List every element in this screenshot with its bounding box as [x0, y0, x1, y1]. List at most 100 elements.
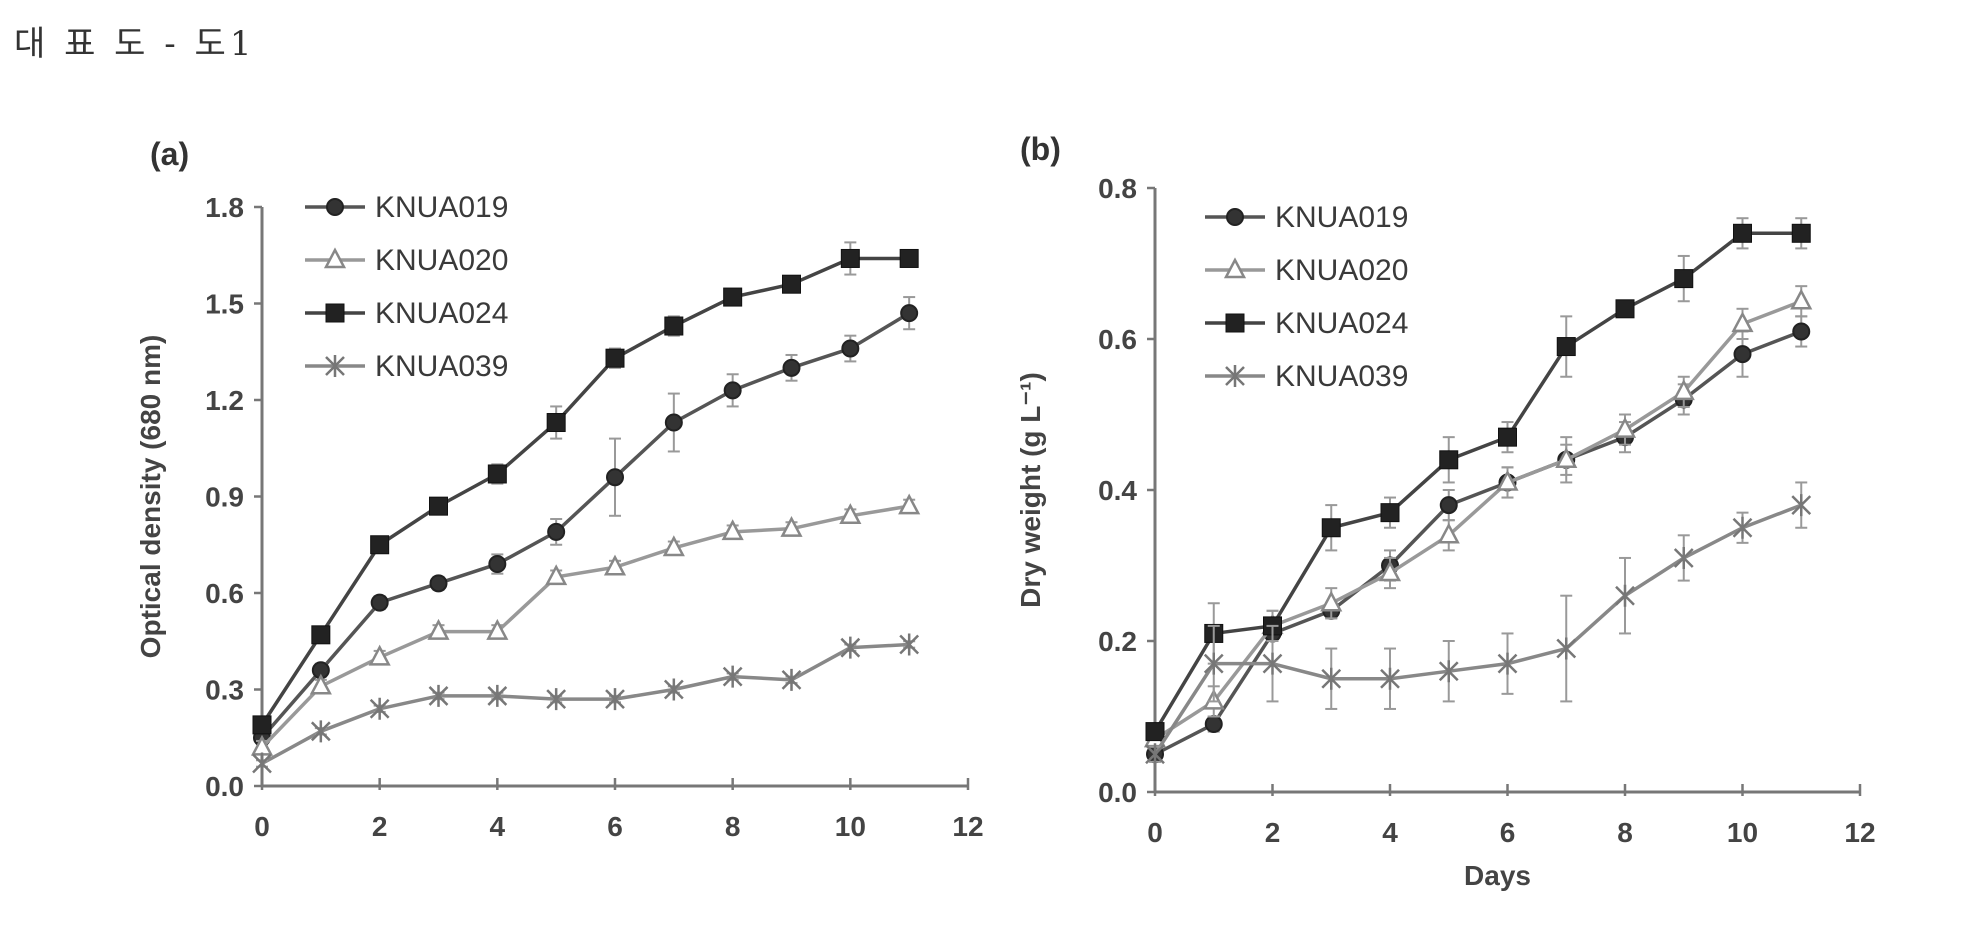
- data-point: [547, 414, 565, 432]
- data-point: [1322, 519, 1340, 537]
- y-axis-label-a: Optical density (680 nm): [135, 335, 166, 659]
- panel-label-a: (a): [150, 136, 189, 172]
- x-tick-label: 0: [254, 811, 270, 842]
- data-point: [430, 497, 448, 515]
- y-tick-label: 0.4: [1098, 475, 1137, 506]
- series-KNUA024: [253, 242, 918, 734]
- series-line: [262, 644, 909, 763]
- data-point: [901, 305, 917, 321]
- data-point: [1734, 224, 1752, 242]
- data-point: [1441, 497, 1457, 513]
- series-KNUA039: [1146, 482, 1810, 765]
- y-tick-label: 0.2: [1098, 626, 1137, 657]
- y-tick-label: 0.6: [205, 578, 244, 609]
- x-tick-label: 8: [725, 811, 741, 842]
- legend-a: KNUA019KNUA020KNUA024KNUA039: [305, 191, 508, 383]
- x-tick-label: 2: [372, 811, 388, 842]
- x-tick-label: 6: [1500, 817, 1516, 848]
- data-point: [1734, 517, 1752, 539]
- y-axis-label-b: Dry weight (g L⁻¹): [1015, 372, 1046, 608]
- data-point: [607, 469, 623, 485]
- x-tick-label: 10: [835, 811, 866, 842]
- data-point: [1675, 270, 1693, 288]
- legend-marker: [1227, 209, 1243, 225]
- data-point: [253, 752, 271, 774]
- data-point: [548, 524, 564, 540]
- data-point: [431, 575, 447, 591]
- data-point: [783, 275, 801, 293]
- data-point: [1735, 346, 1751, 362]
- y-tick-label: 1.8: [205, 192, 244, 223]
- x-tick-label: 2: [1265, 817, 1281, 848]
- y-tick-label: 0.9: [205, 482, 244, 513]
- legend-marker: [327, 199, 343, 215]
- chart-panel-b: (b)0.00.20.40.60.8024681012Dry weight (g…: [1015, 131, 1876, 891]
- data-point: [1616, 420, 1634, 437]
- data-point: [312, 720, 330, 742]
- data-point: [1793, 323, 1809, 339]
- data-point: [606, 349, 624, 367]
- chart-panel-a: (a) 0.0 0.3 0.6 0.9 1.2 1.5 1.8 0 2 4 6 8 10 12 Optical…: [135, 136, 984, 842]
- series-KNUA039: [253, 633, 918, 774]
- data-point: [841, 249, 859, 267]
- data-point: [1616, 300, 1634, 318]
- y-tick-label: 1.2: [205, 385, 244, 416]
- data-point: [312, 626, 330, 644]
- x-tick-label: 4: [490, 811, 506, 842]
- series-line: [1155, 331, 1801, 754]
- y-tick-label: 0.8: [1098, 173, 1137, 204]
- data-point: [724, 288, 742, 306]
- legend-label: KNUA024: [1275, 307, 1408, 340]
- y-tick-label: 0.6: [1098, 324, 1137, 355]
- data-point: [1381, 504, 1399, 522]
- data-point: [1206, 716, 1222, 732]
- legend-marker: [1226, 314, 1244, 332]
- x-tick-label: 10: [1727, 817, 1758, 848]
- y-tick-label: 0.0: [205, 771, 244, 802]
- x-tick-label: 8: [1617, 817, 1633, 848]
- data-point: [842, 341, 858, 357]
- x-tick-label: 6: [607, 811, 623, 842]
- data-point: [1499, 428, 1517, 446]
- data-point: [488, 465, 506, 483]
- y-tick-label: 1.5: [205, 289, 244, 320]
- legend-label: KNUA019: [1275, 201, 1408, 234]
- data-point: [1440, 451, 1458, 469]
- legend-label: KNUA039: [375, 350, 508, 383]
- panel-label-b: (b): [1020, 131, 1061, 167]
- data-point: [1675, 547, 1693, 569]
- x-tick-label: 0: [1147, 817, 1163, 848]
- y-tick-label: 0.0: [1098, 777, 1137, 808]
- x-tick-label: 12: [952, 811, 983, 842]
- data-point: [900, 496, 918, 513]
- legend-label: KNUA019: [375, 191, 508, 224]
- series-line: [1155, 233, 1801, 731]
- x-tick-label: 12: [1844, 817, 1875, 848]
- legend-b: KNUA019 KNUA020 KNUA024 KNUA039: [1205, 201, 1408, 393]
- series-line: [262, 258, 909, 724]
- legend-label: KNUA020: [375, 244, 508, 277]
- x-axis-label-b: Days: [1464, 860, 1531, 891]
- legend-label: KNUA020: [1275, 254, 1408, 287]
- legend-marker: [326, 304, 344, 322]
- data-point: [725, 382, 741, 398]
- series-KNUA019: [1147, 316, 1809, 762]
- data-point: [1792, 291, 1810, 308]
- data-point: [900, 249, 918, 267]
- data-point: [1146, 723, 1164, 741]
- data-point: [1557, 338, 1575, 356]
- data-point: [253, 716, 271, 734]
- y-tick-label: 0.3: [205, 675, 244, 706]
- figure-canvas: (a) 0.0 0.3 0.6 0.9 1.2 1.5 1.8 0 2 4 6 8 10 12 Optical…: [0, 0, 1985, 947]
- data-point: [1616, 585, 1634, 607]
- data-point: [665, 317, 683, 335]
- data-point: [489, 556, 505, 572]
- data-point: [784, 360, 800, 376]
- data-point: [666, 415, 682, 431]
- data-point: [371, 536, 389, 554]
- series-line: [1155, 301, 1801, 739]
- data-point: [1792, 494, 1810, 516]
- legend-label: KNUA039: [1275, 360, 1408, 393]
- data-point: [372, 595, 388, 611]
- data-point: [1792, 224, 1810, 242]
